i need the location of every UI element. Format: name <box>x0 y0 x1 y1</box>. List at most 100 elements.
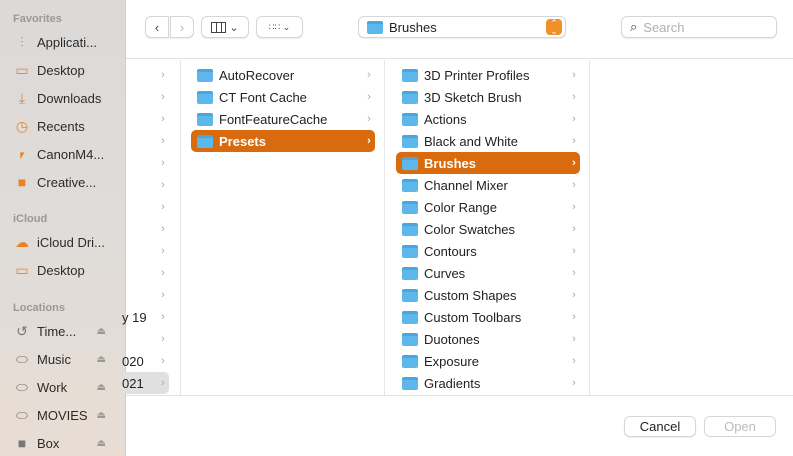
sidebar-item-label: CanonM4... <box>37 146 105 162</box>
chevron-right-icon: › <box>161 223 165 235</box>
folder-icon <box>402 288 418 302</box>
forward-button[interactable]: › <box>170 16 194 38</box>
sidebar-item-movies[interactable]: ⬭ MOVIES ⏏ <box>14 404 122 426</box>
sidebar-item-time[interactable]: ↺ Time... ⏏ <box>14 320 122 342</box>
list-item[interactable]: Color Range › <box>396 196 580 218</box>
sidebar-item-label: Applicati... <box>37 34 97 50</box>
sidebar-item-applicati[interactable]: ⫶ Applicati... <box>14 31 122 53</box>
list-item[interactable]: 021 › <box>122 372 169 394</box>
list-item[interactable]: Custom Shapes › <box>396 284 580 306</box>
eject-icon[interactable]: ⏏ <box>96 353 106 365</box>
list-item[interactable]: Custom Toolbars › <box>396 306 580 328</box>
sidebar-item-downloads[interactable]: ⤓ Downloads <box>14 87 122 109</box>
group-button[interactable]: ∷∷ ⌄ <box>256 16 303 38</box>
list-item[interactable]: › <box>122 284 169 306</box>
list-item[interactable]: 3D Printer Profiles › <box>396 64 580 86</box>
folder-icon <box>367 20 383 34</box>
cancel-button[interactable]: Cancel <box>624 416 696 437</box>
document-icon: ■ <box>17 174 27 190</box>
list-item[interactable]: › <box>122 328 169 350</box>
desktop-icon: ▭ <box>15 61 29 78</box>
list-item[interactable]: Duotones › <box>396 328 580 350</box>
list-item[interactable]: › <box>122 86 169 108</box>
list-item[interactable]: › <box>122 196 169 218</box>
path-popup[interactable]: Brushes ⌃ ⌄ <box>358 16 566 38</box>
list-item[interactable]: › <box>122 108 169 130</box>
eject-icon[interactable]: ⏏ <box>96 409 106 421</box>
item-name: Brushes <box>424 155 477 171</box>
list-item[interactable]: FontFeatureCache › <box>191 108 375 130</box>
item-name: Channel Mixer <box>424 177 508 193</box>
list-item[interactable]: 3D Sketch Brush › <box>396 86 580 108</box>
chevron-right-icon: › <box>572 311 576 323</box>
chevron-right-icon: › <box>367 113 371 125</box>
list-item[interactable]: › <box>122 240 169 262</box>
item-name: AutoRecover <box>219 67 295 83</box>
view-mode-button[interactable]: ⌄ <box>201 16 249 38</box>
item-name: CT Font Cache <box>219 89 307 105</box>
eject-icon[interactable]: ⏏ <box>96 437 106 449</box>
chevron-right-icon: › <box>572 135 576 147</box>
list-item[interactable]: Presets › <box>191 130 375 152</box>
list-item[interactable]: › <box>122 130 169 152</box>
list-item[interactable]: › <box>122 152 169 174</box>
chevron-down-icon: ⌄ <box>282 21 291 32</box>
sidebar-item-label: Downloads <box>37 90 102 106</box>
open-button[interactable]: Open <box>704 416 776 437</box>
sidebar-item-label: MOVIES <box>37 407 88 423</box>
search-field[interactable]: ⌕ Search <box>621 16 777 38</box>
folder-icon <box>402 354 418 368</box>
eject-icon[interactable]: ⏏ <box>96 381 106 393</box>
list-item[interactable]: › <box>122 174 169 196</box>
list-item[interactable]: › <box>122 262 169 284</box>
list-item[interactable]: Exposure › <box>396 350 580 372</box>
list-item[interactable]: CT Font Cache › <box>191 86 375 108</box>
list-item[interactable]: Color Swatches › <box>396 218 580 240</box>
list-item[interactable]: 020 › <box>122 350 169 372</box>
list-item[interactable]: › <box>122 218 169 240</box>
sidebar-item-icloud-dri[interactable]: ☁ iCloud Dri... <box>14 231 122 253</box>
chevron-right-icon: › <box>572 223 576 235</box>
open-label: Open <box>724 419 756 434</box>
downloads-icon: ⤓ <box>18 89 26 106</box>
folder-icon <box>402 376 418 390</box>
sidebar-item-canonm4[interactable]: ⎖ CanonM4... <box>14 143 122 165</box>
chevron-right-icon: › <box>572 91 576 103</box>
sidebar-item-creative[interactable]: ■ Creative... <box>14 171 122 193</box>
item-name: Contours <box>424 243 477 259</box>
chevron-right-icon: › <box>572 201 576 213</box>
chevron-right-icon: › <box>367 69 371 81</box>
chevron-right-icon: › <box>161 377 165 389</box>
sidebar-item-label: Music <box>37 351 71 367</box>
applications-icon: ⫶ <box>20 33 24 50</box>
back-button[interactable]: ‹ <box>145 16 169 38</box>
chevron-right-icon: › <box>161 179 165 191</box>
sidebar-item-desktop[interactable]: ▭ Desktop <box>14 59 122 81</box>
sidebar-item-desktop[interactable]: ▭ Desktop <box>14 259 122 281</box>
item-name: Actions <box>424 111 467 127</box>
chevron-right-icon: › <box>572 267 576 279</box>
list-item[interactable]: Contours › <box>396 240 580 262</box>
chevron-right-icon: › <box>161 113 165 125</box>
search-icon: ⌕ <box>630 19 638 34</box>
eject-icon[interactable]: ⏏ <box>96 325 106 337</box>
item-name: y 19 <box>122 309 147 325</box>
list-item[interactable]: Gradients › <box>396 372 580 394</box>
toolbar: ‹ › ⌄ ∷∷ ⌄ Brushes ⌃ ⌄ ⌕ Search <box>126 0 793 59</box>
list-item[interactable]: Actions › <box>396 108 580 130</box>
folder-icon <box>197 112 213 126</box>
list-item[interactable]: Channel Mixer › <box>396 174 580 196</box>
list-item[interactable]: Curves › <box>396 262 580 284</box>
list-item[interactable]: Brushes › <box>396 152 580 174</box>
sidebar-item-music[interactable]: ⬭ Music ⏏ <box>14 348 122 370</box>
list-item[interactable]: y 19 › <box>122 306 169 328</box>
list-item[interactable]: Black and White › <box>396 130 580 152</box>
folder-icon <box>197 90 213 104</box>
sidebar-item-box[interactable]: ■ Box ⏏ <box>14 432 122 454</box>
chevron-right-icon: › <box>572 355 576 367</box>
list-item[interactable]: › <box>122 64 169 86</box>
grid-icon: ∷∷ <box>268 21 281 32</box>
sidebar-item-work[interactable]: ⬭ Work ⏏ <box>14 376 122 398</box>
list-item[interactable]: AutoRecover › <box>191 64 375 86</box>
sidebar-item-recents[interactable]: ◷ Recents <box>14 115 122 137</box>
